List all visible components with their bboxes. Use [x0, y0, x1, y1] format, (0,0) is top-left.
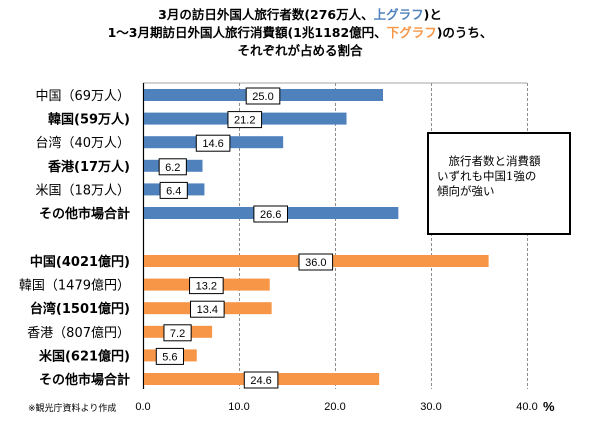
- data-label-box: [298, 253, 334, 271]
- data-label: 25.0: [252, 91, 273, 103]
- data-labels: 25.0 21.2 14.6 6.2 6.4 26.6 36.0 13.2 13.4 7.2 5.6…: [155, 87, 334, 389]
- data-label-box: [245, 87, 281, 105]
- data-label: 6.2: [165, 162, 180, 174]
- title-lower-graph-highlight: 下グラフ: [386, 25, 437, 40]
- data-label: 26.6: [260, 209, 281, 221]
- category-label: 中国(4021億円): [30, 254, 130, 270]
- data-label: 5.6: [162, 351, 177, 363]
- category-labels: 中国（69万人） 韓国(59万人) 台湾（40万人） 香港(17万人) 米国（18万人）…: [19, 89, 130, 388]
- data-label: 14.6: [202, 138, 223, 150]
- source-note: ※観光庁資料より作成: [28, 404, 117, 414]
- x-tick-label: 20.0: [324, 401, 345, 413]
- title-line2-end: )のうち、: [436, 25, 493, 40]
- data-label: 7.2: [170, 328, 185, 340]
- data-label-box: [195, 134, 231, 152]
- annotation-line1: 旅行者数と消費額: [437, 154, 541, 168]
- data-label: 6.4: [166, 185, 181, 197]
- annotation-box: 旅行者数と消費額 いずれも中国1強の 傾向が強い: [427, 132, 571, 235]
- data-label-box: [155, 347, 184, 365]
- title-line3: それぞれが占める割合: [237, 43, 363, 58]
- x-axis-unit: %: [543, 399, 555, 414]
- data-label-box: [158, 158, 187, 176]
- x-tick-label: 30.0: [420, 401, 441, 413]
- x-tick-label: 10.0: [228, 401, 249, 413]
- title-line1: 3月の訪日外国人旅行者数(276万人、: [158, 7, 374, 22]
- data-label: 13.4: [197, 304, 218, 316]
- data-label-box: [163, 324, 192, 342]
- data-label: 13.2: [196, 281, 217, 293]
- category-label: 中国（69万人）: [35, 89, 130, 104]
- data-label-box: [253, 205, 288, 223]
- category-label: 台湾(1501億円): [30, 301, 130, 317]
- category-label: その他市場合計: [39, 206, 130, 222]
- x-tick-label: 0.0: [135, 401, 150, 413]
- data-label-box: [159, 181, 188, 199]
- x-tick-label: 40.0: [516, 401, 537, 413]
- category-label: 韓国(59万人): [48, 112, 130, 128]
- x-tick-labels: 0.0 10.0 20.0 30.0 40.0: [135, 401, 537, 413]
- category-label: 米国（18万人）: [35, 183, 130, 198]
- data-label-box: [243, 371, 279, 389]
- title-upper-graph-highlight: 上グラフ: [373, 7, 424, 22]
- category-label: 韓国（1479億円）: [19, 278, 130, 294]
- category-label: 米国(621億円): [39, 348, 130, 364]
- title-line1-end: )と: [423, 7, 442, 22]
- data-label: 24.6: [250, 375, 271, 387]
- category-label: 台湾（40万人）: [35, 135, 130, 151]
- annotation-line3: 傾向が強い: [437, 184, 495, 198]
- data-label-box: [190, 300, 225, 318]
- data-label-box: [227, 111, 263, 129]
- data-label: 36.0: [305, 257, 326, 269]
- category-label: 香港(17万人): [47, 159, 130, 175]
- title-line2: 1～3月期訪日外国人旅行消費額(1兆1182億円、: [107, 25, 387, 40]
- chart-title: 3月の訪日外国人旅行者数(276万人、上グラフ)と 1～3月期訪日外国人旅行消費…: [0, 6, 600, 60]
- annotation-line2: いずれも中国1強の: [437, 169, 537, 183]
- category-label: その他市場合計: [39, 372, 130, 388]
- category-label: 香港（807億円）: [27, 325, 130, 341]
- data-label: 21.2: [234, 115, 255, 127]
- data-label-box: [189, 277, 224, 295]
- gridlines: [142, 82, 528, 389]
